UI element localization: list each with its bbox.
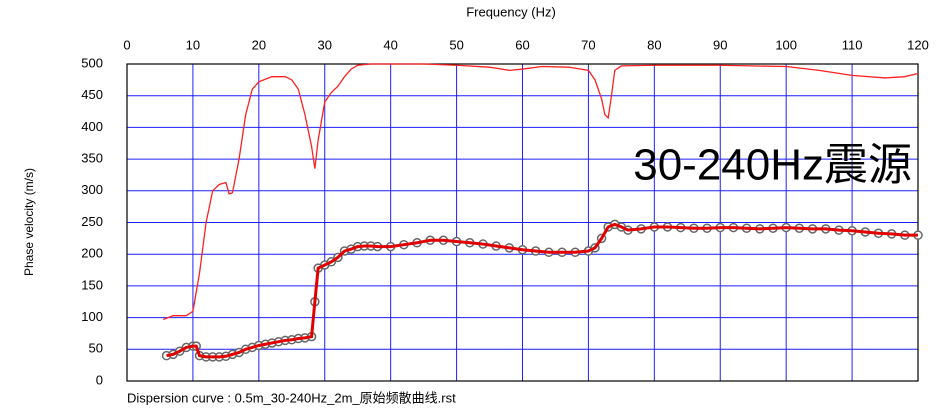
y-tick-label: 100 xyxy=(81,309,103,324)
series-line xyxy=(163,63,919,321)
y-tick-label: 150 xyxy=(81,277,103,292)
x-tick-label: 60 xyxy=(515,37,529,52)
y-tick-label: 500 xyxy=(81,55,103,70)
x-tick-label: 110 xyxy=(842,37,863,52)
x-tick-label: 120 xyxy=(907,37,929,52)
caption: Dispersion curve : 0.5m_30-240Hz_2m_原始频散… xyxy=(127,390,456,405)
x-tick-label: 80 xyxy=(647,37,661,52)
y-tick-label: 450 xyxy=(81,87,103,102)
x-tick-label: 90 xyxy=(713,37,727,52)
y-axis-label: Phase velocity (m/s) xyxy=(22,168,36,276)
x-tick-label: 0 xyxy=(123,37,130,52)
x-tick-label: 50 xyxy=(449,37,463,52)
y-tick-label: 300 xyxy=(81,182,103,197)
y-tick-label: 0 xyxy=(96,372,103,387)
x-tick-label: 70 xyxy=(581,37,595,52)
x-tick-label: 30 xyxy=(318,37,332,52)
plot-frame xyxy=(126,63,919,382)
x-axis-label: Frequency (Hz) xyxy=(466,4,556,19)
y-tick-label: 350 xyxy=(81,151,103,166)
series-line xyxy=(166,222,918,359)
y-tick-label: 50 xyxy=(89,341,103,356)
x-tick-label: 100 xyxy=(775,37,797,52)
x-tick-label: 20 xyxy=(252,37,266,52)
y-tick-label: 400 xyxy=(81,119,103,134)
x-tick-label: 40 xyxy=(383,37,397,52)
annotation: 30-240Hz震源 xyxy=(633,141,912,190)
x-tick-label: 10 xyxy=(186,37,200,52)
y-tick-label: 250 xyxy=(81,214,103,229)
y-tick-label: 200 xyxy=(81,246,103,261)
